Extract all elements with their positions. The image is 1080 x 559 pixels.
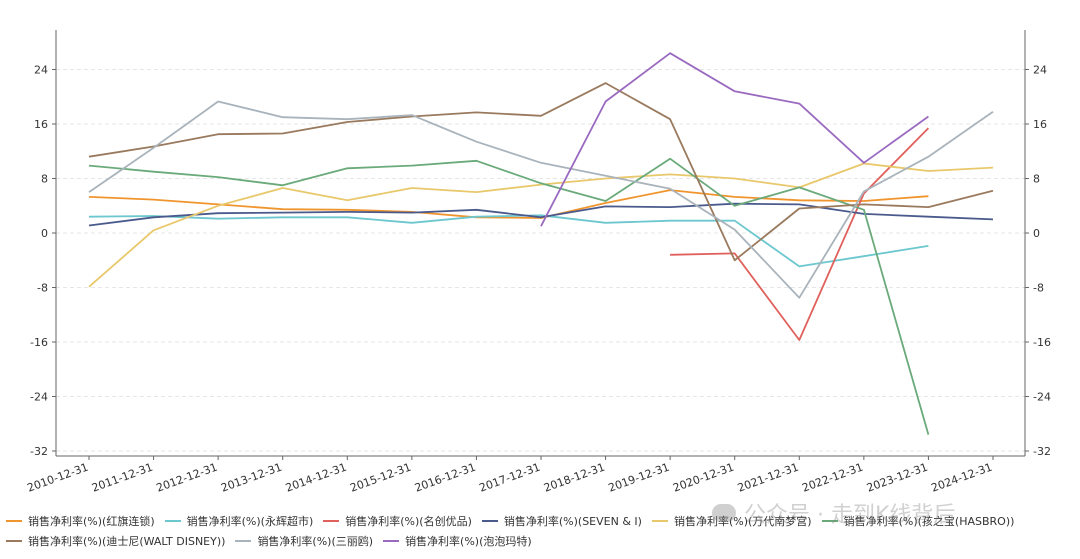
y-tick-label-right: 24 <box>1033 64 1047 77</box>
legend-label: 销售净利率(%)(万代南梦宫) <box>673 515 812 528</box>
x-tick-label: 2018-12-31 <box>542 461 607 495</box>
series-line <box>88 82 994 262</box>
y-tick-label-left: -32 <box>30 445 48 458</box>
x-tick-label: 2013-12-31 <box>219 461 284 495</box>
legend-item[interactable]: 销售净利率(%)(万代南梦宫) <box>651 513 812 529</box>
chat-bubble-icon <box>712 504 736 522</box>
x-tick-label: 2022-12-31 <box>800 461 865 495</box>
legend-item[interactable]: 销售净利率(%)(孩之宝(HASBRO)) <box>821 513 1015 529</box>
y-axis-right-ticks: 24 16 8 0 -8 -16 -24 -32 <box>1033 64 1051 459</box>
y-tick-label-left: 24 <box>34 64 48 77</box>
legend-item[interactable]: 销售净利率(%)(泡泡玛特) <box>383 533 532 549</box>
x-tick-label: 2024-12-31 <box>929 461 994 495</box>
legend: 销售净利率(%)(红旗连锁) 销售净利率(%)(永辉超市) 销售净利率(%)(名创优… <box>6 511 1076 551</box>
legend-swatch <box>821 520 838 522</box>
legend-item[interactable]: 销售净利率(%)(名创优品) <box>323 513 472 529</box>
series-line <box>88 157 930 435</box>
y-tick-label-left: -16 <box>30 336 48 349</box>
axes <box>52 30 1029 460</box>
legend-swatch <box>651 520 668 522</box>
legend-label: 销售净利率(%)(三丽鸥) <box>257 535 374 548</box>
y-tick-label-right: 8 <box>1033 173 1040 186</box>
y-tick-label-left: 8 <box>41 173 48 186</box>
y-tick-label-left: -8 <box>37 282 48 295</box>
legend-label: 销售净利率(%)(永辉超市) <box>186 515 314 528</box>
legend-label: 销售净利率(%)(名创优品) <box>345 515 472 528</box>
legend-swatch <box>481 520 498 522</box>
legend-swatch <box>383 540 400 542</box>
series-line <box>88 202 994 227</box>
x-tick-label: 2016-12-31 <box>413 461 478 495</box>
legend-swatch <box>164 520 181 522</box>
legend-swatch <box>235 540 252 542</box>
legend-row: 销售净利率(%)(红旗连锁) 销售净利率(%)(永辉超市) 销售净利率(%)(名创优… <box>6 511 1076 531</box>
series-line <box>88 100 994 299</box>
legend-label: 销售净利率(%)(泡泡玛特) <box>405 535 532 548</box>
series-line <box>88 189 929 219</box>
legend-row: 销售净利率(%)(迪士尼(WALT DISNEY)) 销售净利率(%)(三丽鸥) 销… <box>6 531 1076 551</box>
y-tick-label-left: 0 <box>41 227 48 240</box>
watermark: 公众号 · 走到K线背后 <box>712 497 955 529</box>
y-tick-label-right: -24 <box>1033 391 1051 404</box>
legend-item[interactable]: 销售净利率(%)(永辉超市) <box>164 513 314 529</box>
y-tick-label-right: 16 <box>1033 118 1047 131</box>
legend-item[interactable]: 销售净利率(%)(红旗连锁) <box>6 513 155 529</box>
grid-lines <box>56 69 1025 452</box>
x-tick-label: 2015-12-31 <box>348 461 413 495</box>
y-tick-label-right: 0 <box>1033 227 1040 240</box>
series-line <box>670 127 930 341</box>
x-tick-label: 2019-12-31 <box>607 461 672 495</box>
y-tick-label-left: -24 <box>30 391 48 404</box>
watermark-text: 公众号 · 走到K线背后 <box>744 503 956 528</box>
y-tick-label-right: -16 <box>1033 336 1051 349</box>
line-chart: 24 16 8 0 -8 -16 -24 -32 24 16 8 0 -8 -16 -24 -32 2010… <box>25 30 1051 495</box>
legend-swatch <box>323 520 340 522</box>
legend-item[interactable]: 销售净利率(%)(迪士尼(WALT DISNEY)) <box>6 533 225 549</box>
x-tick-label: 2012-12-31 <box>155 461 220 495</box>
series-line <box>88 162 994 288</box>
legend-label: 销售净利率(%)(孩之宝(HASBRO)) <box>843 515 1015 528</box>
legend-label: 销售净利率(%)(迪士尼(WALT DISNEY)) <box>28 535 226 548</box>
x-tick-label: 2014-12-31 <box>284 461 349 495</box>
series-line <box>540 52 929 227</box>
y-tick-label-left: 16 <box>34 118 48 131</box>
x-tick-label: 2023-12-31 <box>865 461 930 495</box>
series-line <box>88 214 929 268</box>
x-axis-ticks: 2010-12-31 2011-12-31 2012-12-31 2013-12-31… <box>25 461 994 495</box>
y-tick-label-right: -8 <box>1033 282 1044 295</box>
x-tick-label: 2020-12-31 <box>671 461 736 495</box>
y-tick-label-right: -32 <box>1033 445 1051 458</box>
x-tick-label: 2010-12-31 <box>25 461 90 495</box>
legend-swatch <box>6 520 22 522</box>
x-tick-label: 2011-12-31 <box>90 461 155 495</box>
legend-item[interactable]: 销售净利率(%)(SEVEN & I) <box>481 513 642 529</box>
y-axis-left-ticks: 24 16 8 0 -8 -16 -24 -32 <box>30 64 48 459</box>
legend-label: 销售净利率(%)(红旗连锁) <box>28 515 155 528</box>
x-tick-label: 2021-12-31 <box>736 461 801 495</box>
legend-item[interactable]: 销售净利率(%)(三丽鸥) <box>235 533 373 549</box>
series-lines <box>88 52 994 435</box>
legend-label: 销售净利率(%)(SEVEN & I) <box>503 515 642 528</box>
legend-swatch <box>6 540 22 542</box>
x-tick-label: 2017-12-31 <box>477 461 542 495</box>
